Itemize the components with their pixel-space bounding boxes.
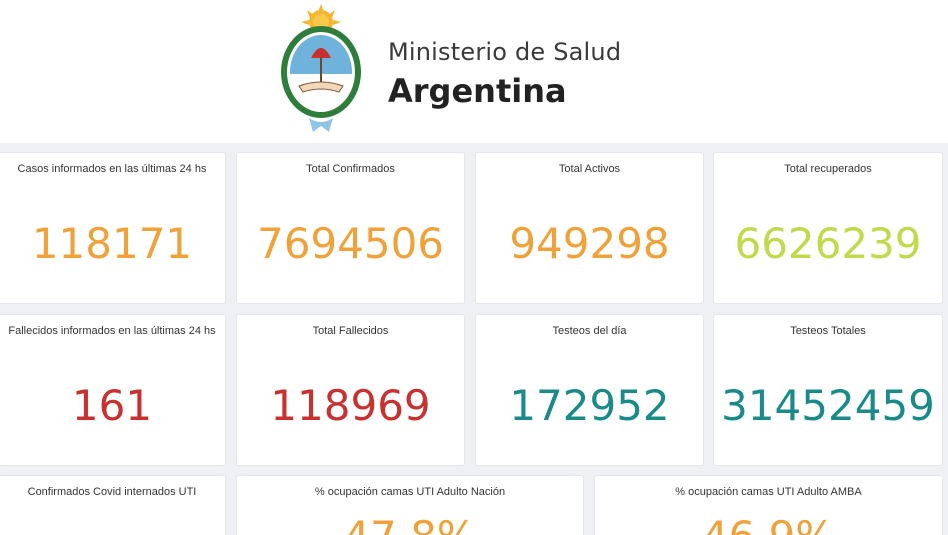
card-value: 949298	[509, 219, 670, 268]
card-label: Confirmados Covid internados UTI	[27, 486, 197, 498]
card-value: 47,8%	[237, 516, 583, 535]
card-tests-day: Testeos del día 172952	[475, 314, 704, 466]
card-deaths-24h: Fallecidos informados en las últimas 24 …	[0, 314, 226, 466]
card-cases-24h: Casos informados en las últimas 24 hs 11…	[0, 152, 226, 304]
card-icu-nation: % ocupación camas UTI Adulto Nación 47,8…	[236, 475, 584, 535]
card-label: Total Fallecidos	[312, 325, 389, 337]
ministry-name: Ministerio de Salud	[388, 38, 622, 66]
card-icu-amba: % ocupación camas UTI Adulto AMBA 46,9%	[594, 475, 943, 535]
card-tests-total: Testeos Totales 31452459	[713, 314, 943, 466]
card-value: 6626239	[734, 219, 922, 268]
card-value: 7694506	[256, 219, 445, 268]
card-label: Total Confirmados	[306, 163, 395, 175]
card-label: Casos informados en las últimas 24 hs	[17, 163, 207, 175]
card-icu-covid: Confirmados Covid internados UTI	[0, 475, 226, 535]
card-label: Testeos del día	[552, 325, 627, 337]
card-label: Testeos Totales	[790, 325, 866, 337]
card-label: % ocupación camas UTI Adulto AMBA	[675, 486, 862, 498]
card-total-recovered: Total recuperados 6626239	[713, 152, 943, 304]
country-name: Argentina	[388, 72, 567, 110]
national-coat-of-arms-icon	[281, 4, 361, 132]
card-total-active: Total Activos 949298	[475, 152, 704, 304]
header: Ministerio de Salud Argentina	[0, 0, 948, 143]
card-label: Total recuperados	[784, 163, 872, 175]
card-value: 118171	[31, 219, 193, 268]
card-total-confirmed: Total Confirmados 7694506	[236, 152, 465, 304]
card-value: 172952	[509, 381, 670, 430]
card-value: 46,9%	[595, 516, 942, 535]
card-label: Total Activos	[558, 163, 621, 175]
card-label: % ocupación camas UTI Adulto Nación	[314, 486, 506, 498]
card-total-deaths: Total Fallecidos 118969	[236, 314, 465, 466]
card-value: 161	[71, 381, 153, 430]
card-value: 31452459	[721, 381, 935, 430]
card-label: Fallecidos informados en las últimas 24 …	[8, 325, 216, 337]
card-value: 118969	[270, 381, 431, 430]
ministry-title: Ministerio de Salud Argentina	[388, 38, 621, 110]
